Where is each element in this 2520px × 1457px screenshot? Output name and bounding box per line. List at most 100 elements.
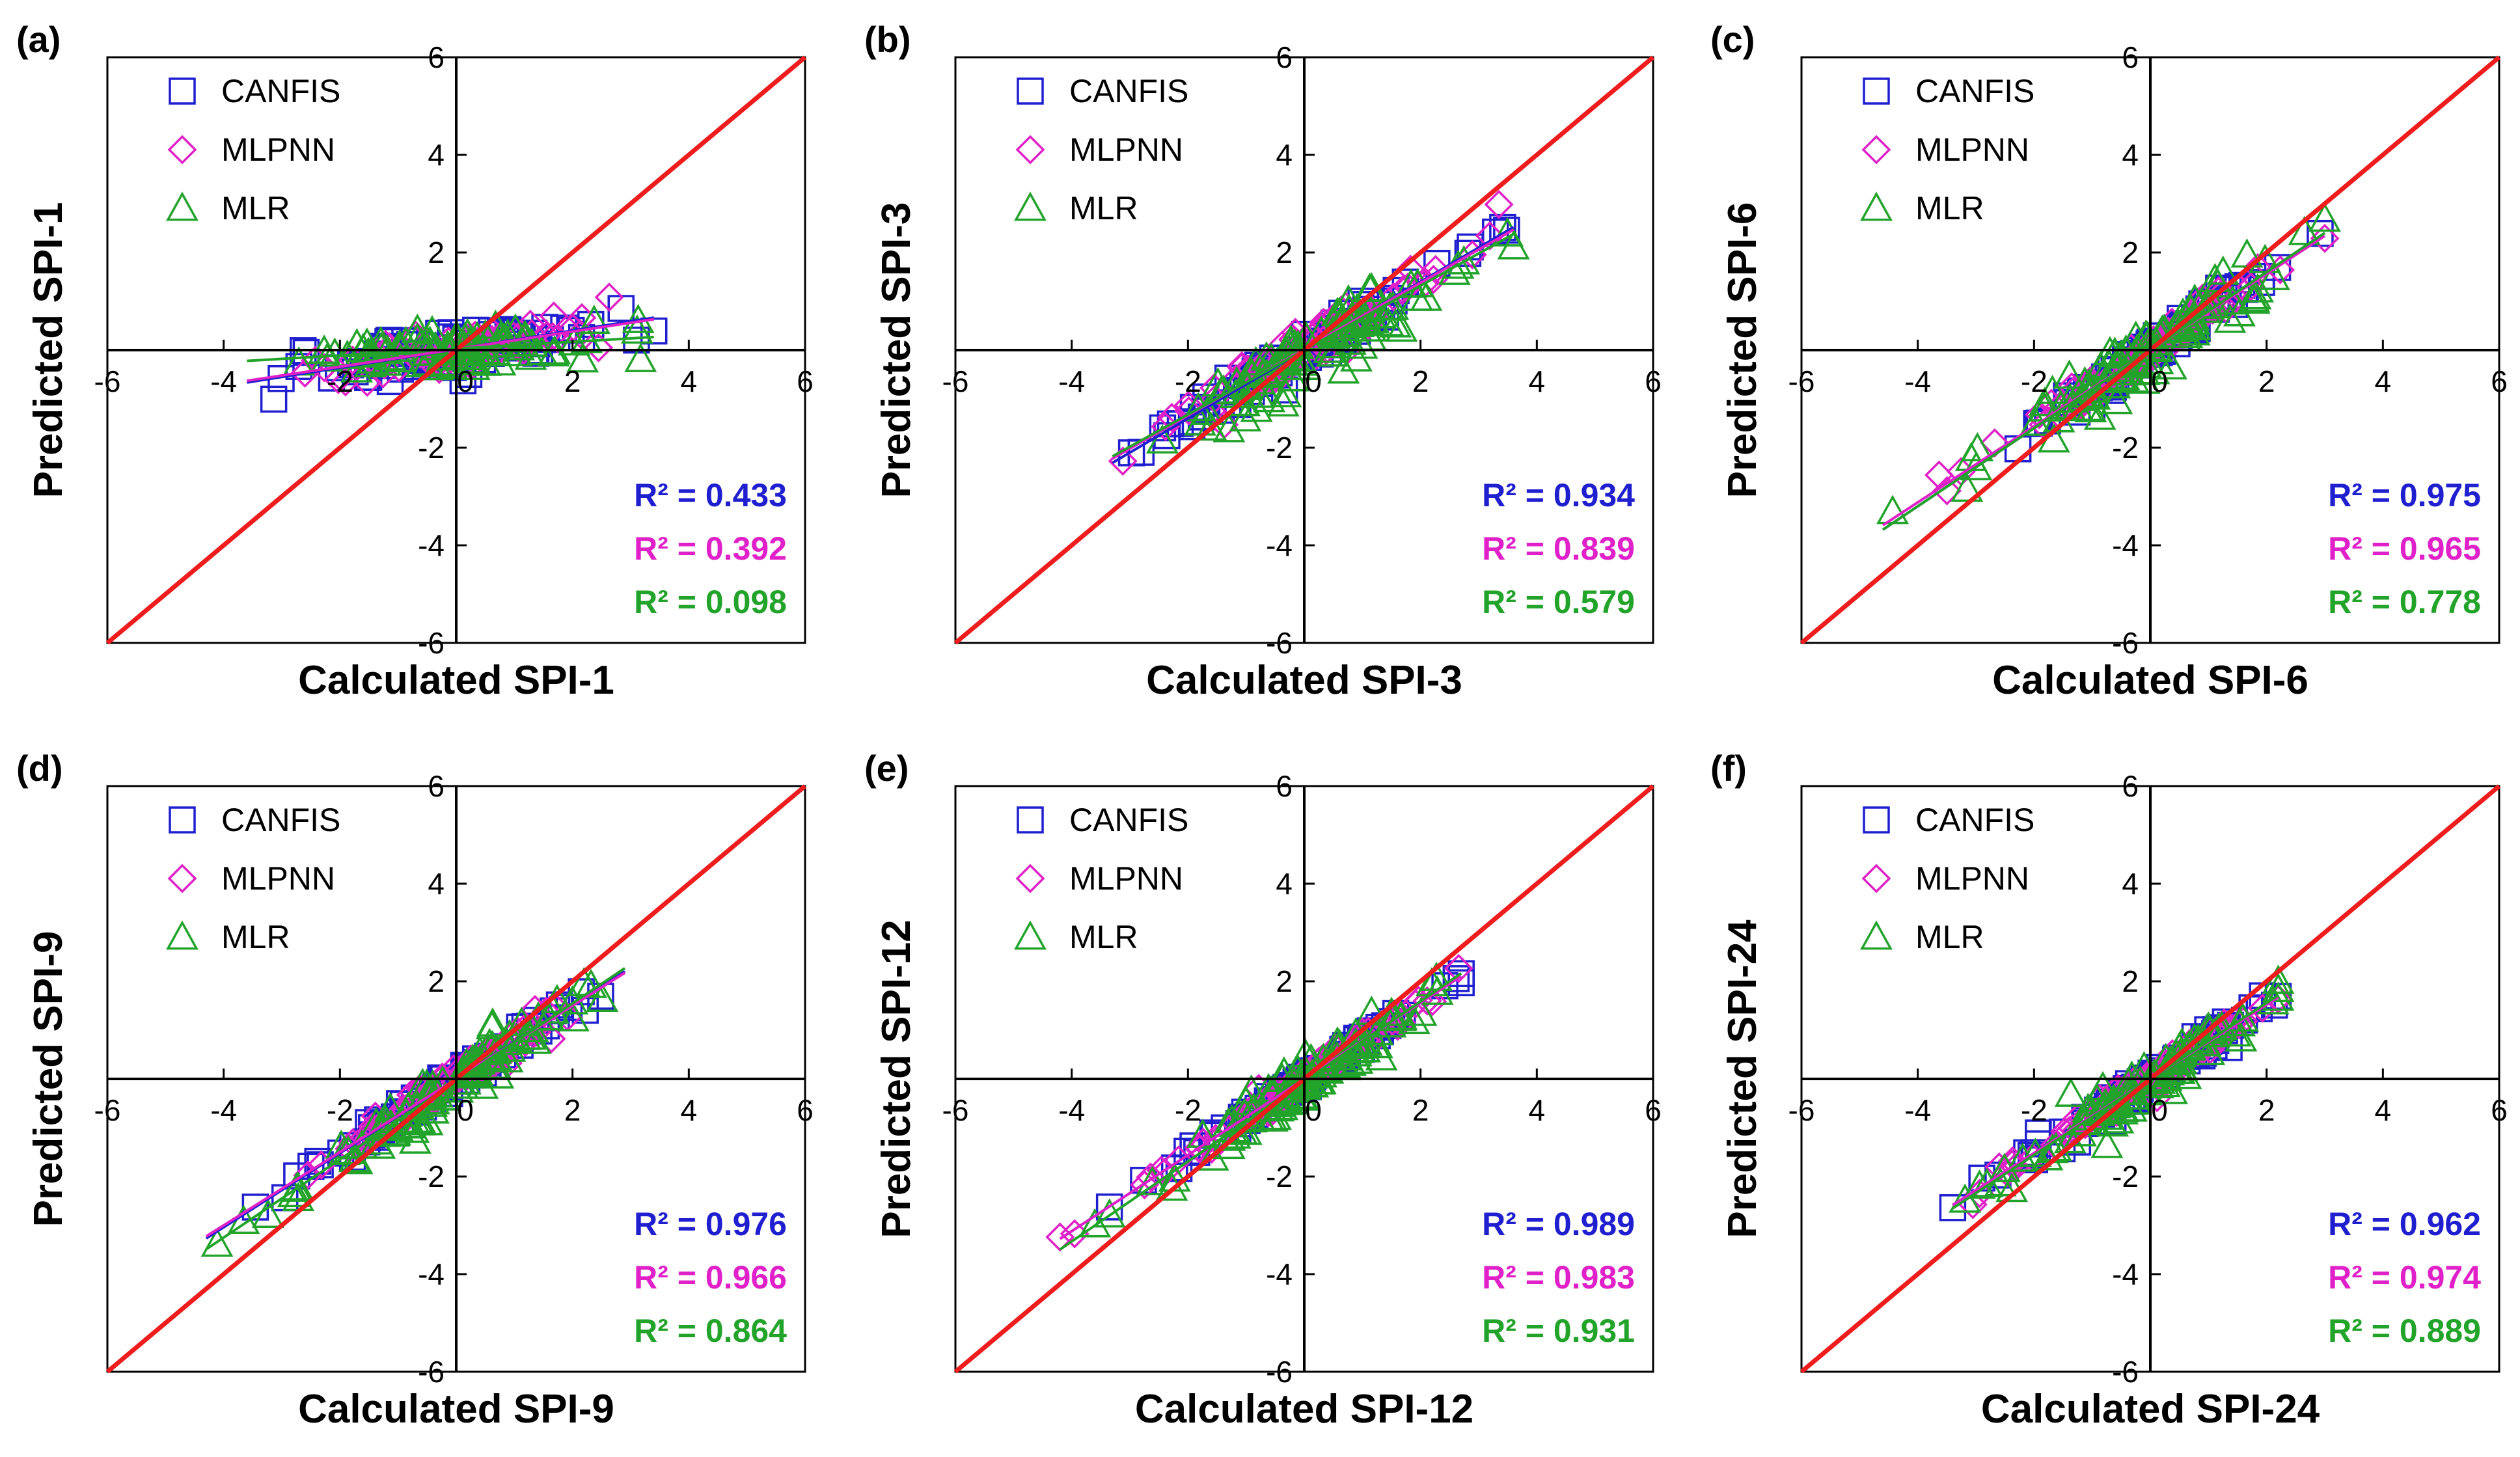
chart-panel: -6 -6 -4 -4 -2 -2 0 2 2 4 4 6 6 CANFIS MLPNN MLR R² = 0.… bbox=[16, 19, 814, 703]
data-point-mlr bbox=[426, 347, 459, 377]
data-point-mlr bbox=[493, 1018, 527, 1048]
data-point-canfis bbox=[1493, 217, 1520, 244]
trend-line-mlr bbox=[1882, 232, 2326, 531]
data-point-mlr bbox=[2191, 289, 2225, 319]
data-point-mlpnn bbox=[2247, 993, 2277, 1023]
legend-marker-mlr bbox=[166, 191, 199, 221]
x-tick-label: 0 bbox=[2151, 364, 2168, 398]
y-axis-label: Predicted SPI-3 bbox=[874, 202, 919, 498]
data-point-mlr bbox=[566, 343, 599, 373]
x-tick-label: 0 bbox=[1305, 364, 1322, 398]
x-tick-label: 0 bbox=[457, 364, 474, 398]
x-tick-label: 6 bbox=[797, 1093, 814, 1127]
legend-marker-canfis bbox=[169, 806, 196, 834]
y-axis-label: Predicted SPI-9 bbox=[26, 931, 71, 1227]
data-point-mlr bbox=[482, 1059, 515, 1089]
chart-panel: -6 -6 -4 -4 -2 -2 0 2 2 4 4 6 6 CANFIS MLPNN MLR R² = 0.… bbox=[864, 19, 1662, 703]
data-point-mlpnn bbox=[2236, 272, 2266, 302]
y-tick-label: 6 bbox=[1276, 40, 1293, 74]
data-point-mlpnn bbox=[1457, 240, 1487, 270]
data-point-mlpnn bbox=[293, 1160, 323, 1190]
data-point-canfis bbox=[260, 385, 288, 413]
legend-label-canfis: CANFIS bbox=[1915, 73, 2034, 109]
r2-label-canfis: R² = 0.433 bbox=[634, 477, 787, 513]
y-tick-label: 4 bbox=[428, 138, 445, 172]
legend-label-canfis: CANFIS bbox=[221, 73, 340, 109]
data-point-mlr bbox=[2102, 1104, 2135, 1134]
r2-label-mlr: R² = 0.864 bbox=[634, 1313, 787, 1349]
x-tick-label: -6 bbox=[942, 1093, 969, 1127]
x-tick-label: 2 bbox=[564, 1093, 581, 1127]
r2-label-mlpnn: R² = 0.983 bbox=[1482, 1259, 1635, 1296]
legend-label-mlpnn: MLPNN bbox=[1069, 131, 1183, 168]
y-tick-label: 6 bbox=[2122, 769, 2139, 803]
r2-label-canfis: R² = 0.989 bbox=[1482, 1206, 1635, 1242]
r2-label-mlr: R² = 0.889 bbox=[2328, 1313, 2481, 1349]
data-point-mlr bbox=[1363, 299, 1397, 329]
legend-label-mlr: MLR bbox=[1069, 190, 1138, 226]
y-tick-label: -4 bbox=[1266, 1257, 1293, 1291]
y-tick-label: -2 bbox=[1266, 1160, 1293, 1193]
data-point-mlr bbox=[1276, 362, 1309, 392]
legend: CANFIS MLPNN MLR bbox=[166, 73, 340, 226]
data-point-mlr bbox=[1379, 308, 1412, 338]
data-point-mlr bbox=[2189, 1027, 2222, 1057]
x-tick-label: 2 bbox=[1412, 1093, 1429, 1127]
legend: CANFIS MLPNN MLR bbox=[1860, 73, 2034, 226]
y-tick-label: -6 bbox=[418, 1355, 445, 1389]
legend-marker-canfis bbox=[1017, 806, 1044, 834]
x-tick-label: -2 bbox=[1175, 1093, 1201, 1127]
data-point-mlr bbox=[405, 347, 438, 377]
x-tick-label: -2 bbox=[2021, 1093, 2048, 1127]
y-tick-label: -2 bbox=[418, 431, 445, 465]
data-point-mlr bbox=[1341, 1044, 1374, 1074]
y-tick-label: 2 bbox=[2122, 964, 2139, 998]
y-tick-label: -2 bbox=[1266, 431, 1293, 465]
data-point-mlr bbox=[2096, 1107, 2130, 1137]
data-point-mlr bbox=[389, 325, 422, 355]
data-point-mlr bbox=[586, 983, 619, 1012]
data-point-mlr bbox=[2257, 260, 2290, 290]
data-point-mlpnn bbox=[1174, 396, 1204, 426]
legend-label-canfis: CANFIS bbox=[1069, 73, 1188, 109]
y-tick-label: -2 bbox=[2112, 1160, 2139, 1193]
data-point-mlr bbox=[516, 1013, 549, 1042]
y-tick-label: 6 bbox=[428, 769, 445, 803]
legend-label-mlpnn: MLPNN bbox=[221, 131, 335, 168]
y-tick-label: -6 bbox=[418, 626, 445, 660]
data-point-mlpnn bbox=[584, 333, 614, 362]
data-point-mlr bbox=[1949, 1183, 1982, 1213]
y-tick-label: 2 bbox=[1276, 964, 1293, 998]
data-point-mlr bbox=[2130, 320, 2163, 349]
legend-marker-mlpnn bbox=[1861, 135, 1891, 165]
data-point-mlr bbox=[1146, 424, 1179, 454]
data-point-mlr bbox=[2130, 1076, 2163, 1106]
trend-line-mlr bbox=[1952, 994, 2279, 1210]
data-point-mlr bbox=[1093, 1198, 1126, 1228]
data-point-mlr bbox=[1316, 337, 1349, 367]
data-point-mlr bbox=[2098, 336, 2131, 366]
legend-label-mlr: MLR bbox=[1069, 919, 1138, 955]
r2-label-canfis: R² = 0.934 bbox=[1482, 477, 1635, 513]
data-point-mlr bbox=[2262, 981, 2295, 1011]
data-point-mlpnn bbox=[1444, 953, 1473, 983]
r2-label-canfis: R² = 0.962 bbox=[2328, 1206, 2481, 1242]
x-tick-label: -2 bbox=[1175, 364, 1201, 398]
legend-marker-mlpnn bbox=[1861, 864, 1891, 893]
chart-panel: -6 -6 -4 -4 -2 -2 0 2 2 4 4 6 6 CANFIS MLPNN MLR R² = 0.… bbox=[16, 748, 814, 1432]
x-tick-label: -2 bbox=[327, 1093, 353, 1127]
data-point-mlr bbox=[2115, 1060, 2148, 1090]
x-axis-label: Calculated SPI-24 bbox=[1981, 1387, 2320, 1432]
y-tick-label: 4 bbox=[1276, 867, 1293, 901]
data-point-mlpnn bbox=[2193, 292, 2223, 322]
data-point-mlpnn bbox=[1484, 189, 1514, 219]
data-point-mlr bbox=[1269, 377, 1302, 407]
data-point-mlpnn bbox=[2310, 223, 2340, 253]
data-point-mlr bbox=[537, 994, 570, 1024]
legend: CANFIS MLPNN MLR bbox=[1860, 802, 2034, 955]
data-point-mlpnn bbox=[594, 282, 624, 312]
legend-marker-canfis bbox=[1863, 77, 1890, 105]
data-point-mlr bbox=[456, 344, 489, 374]
x-tick-label: -4 bbox=[210, 1093, 237, 1127]
y-tick-label: -6 bbox=[1266, 626, 1293, 660]
